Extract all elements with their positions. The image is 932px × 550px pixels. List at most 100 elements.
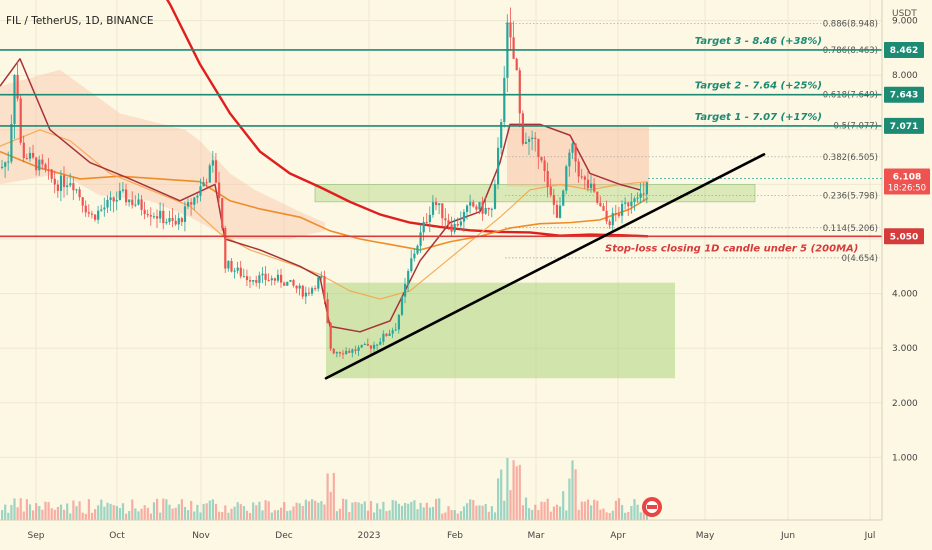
volume-bar xyxy=(221,512,224,520)
candle xyxy=(518,70,521,114)
candle xyxy=(360,344,363,348)
volume-bar xyxy=(410,501,413,520)
volume-bar xyxy=(311,499,314,520)
candle xyxy=(156,216,159,219)
volume-bar xyxy=(174,507,177,520)
volume-bar xyxy=(205,503,208,520)
candle xyxy=(410,258,413,272)
candle xyxy=(413,253,416,259)
candle xyxy=(239,267,242,277)
candle xyxy=(559,205,562,218)
candle xyxy=(56,184,59,191)
volume-bar xyxy=(407,503,410,520)
volume-bar xyxy=(13,498,16,520)
candle xyxy=(481,202,484,214)
candle xyxy=(537,138,540,157)
volume-bar xyxy=(419,502,422,520)
candle xyxy=(487,207,490,210)
buy-zone xyxy=(326,282,675,379)
chart-title: FIL / TetherUS, 1D, BINANCE xyxy=(6,15,153,27)
volume-bar xyxy=(348,512,351,520)
target-price-badge-text: 7.071 xyxy=(890,122,918,132)
event-flag-icon[interactable] xyxy=(642,497,662,517)
volume-bar xyxy=(75,506,78,520)
volume-bar xyxy=(304,499,307,520)
candle xyxy=(41,159,44,165)
candle xyxy=(121,189,125,191)
volume-bar xyxy=(586,499,590,520)
fib-label: 0.114(5.206) xyxy=(823,224,878,234)
volume-bar xyxy=(422,507,425,520)
volume-bar xyxy=(497,478,500,520)
candle xyxy=(531,137,534,140)
volume-bar xyxy=(202,504,205,520)
volume-bar xyxy=(245,510,249,520)
candle xyxy=(388,333,391,336)
volume-bar xyxy=(156,498,159,520)
candle xyxy=(236,267,239,271)
volume-bar xyxy=(472,500,475,520)
candle xyxy=(171,218,174,221)
volume-bar xyxy=(345,499,348,520)
candle xyxy=(28,152,32,159)
target-price-badge xyxy=(884,86,924,103)
volume-bar xyxy=(94,509,97,520)
candle xyxy=(280,274,283,283)
volume-bar xyxy=(633,499,636,520)
candle xyxy=(509,22,512,38)
volume-bar xyxy=(4,504,7,520)
volume-bar xyxy=(425,502,428,520)
levels-layer: Target 3 - 8.46 (+38%) Target 2 - 7.64 (+… xyxy=(0,36,882,254)
volume-bar xyxy=(568,478,571,520)
volume-bar xyxy=(270,512,273,520)
volume-bar xyxy=(373,512,376,520)
candle xyxy=(422,221,425,233)
candle xyxy=(590,183,593,189)
volume-bar xyxy=(87,499,90,520)
volume-bar xyxy=(335,511,338,520)
stop-loss-badge-text: 5.050 xyxy=(890,232,918,242)
time-tick-label: Nov xyxy=(192,531,210,541)
candle xyxy=(416,245,419,254)
volume-bar xyxy=(190,500,193,520)
volume-bar xyxy=(521,505,524,520)
volume-bar xyxy=(524,497,528,520)
volume-bar xyxy=(416,509,419,520)
candle xyxy=(140,199,143,210)
volume-bar xyxy=(35,503,38,520)
volume-bar xyxy=(149,513,152,520)
volume-bar xyxy=(636,504,639,520)
volume-bar xyxy=(441,513,444,520)
candle xyxy=(549,186,552,195)
fib-label: 0(4.654) xyxy=(842,254,878,264)
candle xyxy=(534,137,537,139)
candle xyxy=(7,161,10,163)
candle xyxy=(162,210,165,224)
volume-bar xyxy=(630,506,633,520)
target-price-badge xyxy=(884,117,924,134)
candle xyxy=(376,344,379,346)
volume-bar xyxy=(323,504,326,520)
candle xyxy=(568,152,571,167)
candle xyxy=(115,199,118,202)
price-tick-label: 2.000 xyxy=(892,399,918,409)
volume-bar xyxy=(276,510,280,520)
volume-bar xyxy=(354,501,357,520)
target-price-badge-text: 8.462 xyxy=(890,46,918,56)
volume-bar xyxy=(252,502,255,520)
candle xyxy=(146,214,149,216)
time-tick-label: 2023 xyxy=(358,531,381,541)
time-axis-ticks: Sep Oct Nov Dec 2023 Feb Mar Apr May Jun Jul xyxy=(28,531,876,541)
candle xyxy=(493,184,497,209)
candle xyxy=(227,260,230,269)
candle xyxy=(469,202,472,206)
volume-bar xyxy=(261,510,264,520)
volume-bar xyxy=(512,460,515,520)
candle xyxy=(1,166,4,169)
candle xyxy=(283,282,286,286)
volume-bar xyxy=(128,511,131,520)
candle xyxy=(159,210,162,219)
volume-bar xyxy=(382,501,385,520)
volume-bar xyxy=(413,500,416,520)
